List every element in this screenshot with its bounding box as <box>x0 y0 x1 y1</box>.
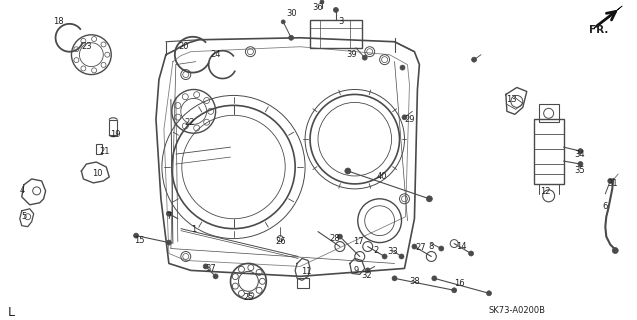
Text: FR.: FR. <box>589 25 609 35</box>
Circle shape <box>166 240 171 245</box>
Circle shape <box>333 7 338 12</box>
Text: 17: 17 <box>354 237 364 246</box>
Bar <box>539 104 559 122</box>
Circle shape <box>281 20 285 24</box>
Circle shape <box>471 57 476 62</box>
Circle shape <box>402 115 407 120</box>
Text: 34: 34 <box>574 149 585 159</box>
Text: 20: 20 <box>178 42 189 51</box>
Text: L: L <box>8 306 15 319</box>
Circle shape <box>439 246 444 251</box>
Text: 28: 28 <box>329 234 340 243</box>
Bar <box>534 119 564 184</box>
Text: 18: 18 <box>54 17 64 26</box>
Text: 2: 2 <box>373 246 378 255</box>
Circle shape <box>134 233 139 238</box>
Polygon shape <box>594 6 622 28</box>
Text: 25: 25 <box>243 293 254 302</box>
Text: 1: 1 <box>191 225 196 234</box>
Circle shape <box>578 148 583 154</box>
Text: 4: 4 <box>20 186 25 196</box>
Circle shape <box>469 251 473 256</box>
Text: 16: 16 <box>454 279 464 288</box>
Text: 39: 39 <box>347 50 357 59</box>
Circle shape <box>412 244 417 249</box>
Circle shape <box>338 234 342 239</box>
Bar <box>297 278 309 288</box>
Circle shape <box>213 274 218 279</box>
Text: 30: 30 <box>286 9 296 19</box>
Text: 29: 29 <box>404 115 415 124</box>
Text: 10: 10 <box>92 170 103 179</box>
Circle shape <box>487 291 492 296</box>
Text: 7: 7 <box>166 212 171 221</box>
Circle shape <box>400 65 405 70</box>
Text: 6: 6 <box>603 202 608 211</box>
Circle shape <box>392 276 397 281</box>
Circle shape <box>432 276 437 281</box>
Text: 37: 37 <box>205 264 216 273</box>
Text: 21: 21 <box>99 147 110 156</box>
Text: 31: 31 <box>607 180 618 188</box>
Circle shape <box>166 211 171 216</box>
Text: 12: 12 <box>540 188 551 196</box>
Circle shape <box>345 168 351 174</box>
Text: 38: 38 <box>409 277 420 286</box>
Bar <box>310 20 362 48</box>
Text: 22: 22 <box>185 118 195 127</box>
Circle shape <box>203 264 208 269</box>
Text: 23: 23 <box>81 42 92 51</box>
Circle shape <box>608 179 613 183</box>
Circle shape <box>399 254 404 259</box>
Bar <box>96 144 103 154</box>
Text: 19: 19 <box>110 130 120 139</box>
Circle shape <box>612 248 619 253</box>
Circle shape <box>362 55 367 60</box>
Text: SK73-A0200B: SK73-A0200B <box>489 306 546 315</box>
Circle shape <box>426 196 433 202</box>
Bar <box>109 120 117 135</box>
Text: 5: 5 <box>21 212 26 221</box>
Circle shape <box>320 0 324 4</box>
Text: 32: 32 <box>361 271 372 280</box>
Circle shape <box>289 35 294 40</box>
Text: 14: 14 <box>456 242 466 251</box>
Text: 24: 24 <box>210 50 221 59</box>
Circle shape <box>365 268 370 273</box>
Text: 27: 27 <box>415 243 426 252</box>
Text: 26: 26 <box>275 237 285 246</box>
Circle shape <box>452 288 457 293</box>
Text: 13: 13 <box>506 95 517 104</box>
Text: 40: 40 <box>376 172 387 181</box>
Text: 11: 11 <box>301 267 311 276</box>
Text: 8: 8 <box>429 242 434 251</box>
Text: 3: 3 <box>338 17 343 26</box>
Text: 33: 33 <box>387 247 398 256</box>
Circle shape <box>382 254 387 259</box>
Text: 15: 15 <box>134 236 145 245</box>
Text: 9: 9 <box>353 266 359 275</box>
Circle shape <box>578 162 583 166</box>
Text: 36: 36 <box>313 4 324 12</box>
Text: 35: 35 <box>574 166 585 175</box>
